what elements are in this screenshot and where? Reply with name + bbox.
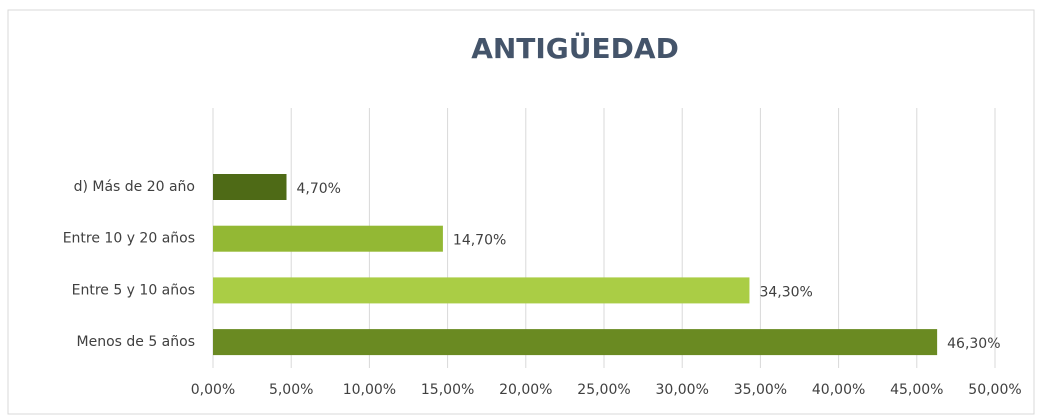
x-tick-label: 5,00%: [269, 382, 313, 398]
x-tick-label: 45,00%: [890, 382, 943, 398]
x-tick-label: 50,00%: [968, 382, 1021, 398]
x-tick-label: 35,00%: [734, 382, 787, 398]
value-label: 4,70%: [297, 181, 341, 197]
y-tick-label: Entre 10 y 20 años: [63, 231, 195, 247]
bar: [213, 329, 938, 356]
chart-title: ANTIGÜEDAD: [471, 31, 679, 65]
x-tick-label: 40,00%: [812, 382, 865, 398]
x-tick-label: 0,00%: [191, 382, 235, 398]
bar: [213, 277, 750, 304]
y-tick-label: Menos de 5 años: [77, 334, 196, 350]
value-label: 14,70%: [453, 233, 506, 249]
x-tick-label: 30,00%: [656, 382, 709, 398]
y-tick-label: d) Más de 20 año: [74, 179, 195, 195]
bar: [213, 225, 443, 252]
x-tick-label: 25,00%: [577, 382, 630, 398]
bar: [213, 174, 287, 200]
value-label: 34,30%: [759, 284, 812, 300]
x-tick-label: 10,00%: [343, 382, 396, 398]
x-tick-label: 20,00%: [499, 382, 552, 398]
y-tick-label: Entre 5 y 10 años: [72, 282, 195, 298]
value-label: 46,30%: [947, 336, 1000, 352]
x-tick-label: 15,00%: [421, 382, 474, 398]
